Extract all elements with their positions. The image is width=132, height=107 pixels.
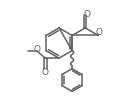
Text: O: O (84, 10, 91, 19)
Text: O: O (95, 28, 102, 37)
Text: O: O (41, 68, 48, 77)
Text: O: O (34, 45, 41, 54)
